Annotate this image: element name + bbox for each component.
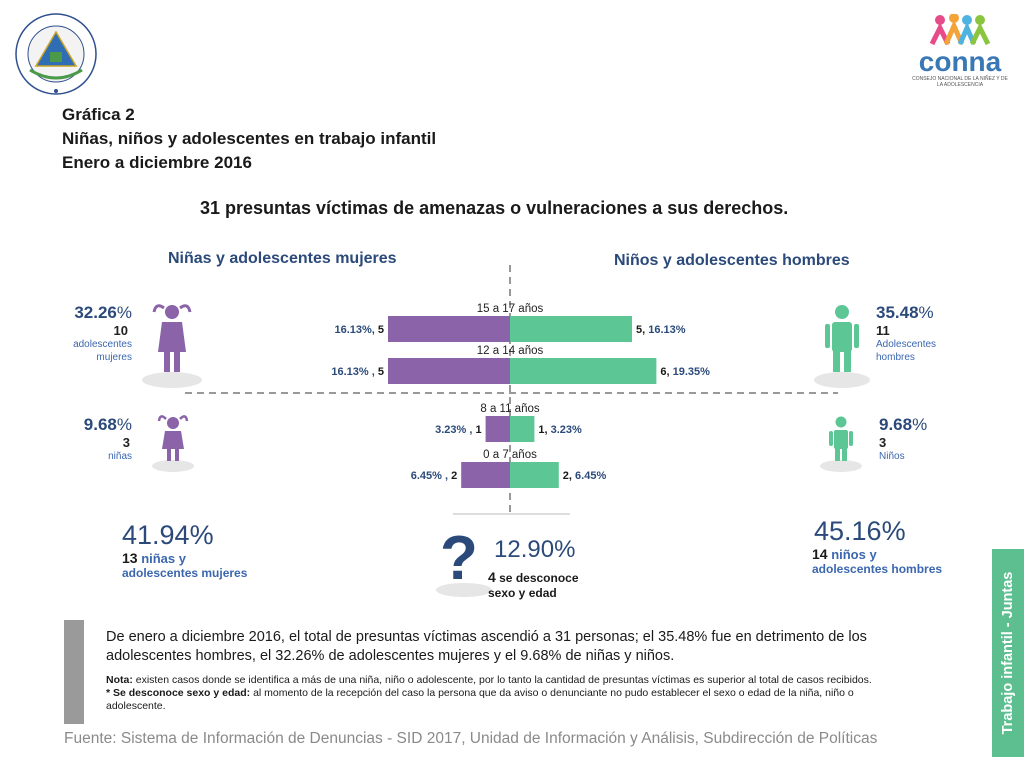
female-bar [388, 316, 510, 342]
unknown-note-text: al momento de la recepción del caso la p… [106, 687, 854, 712]
female-total-pct: 41.94 [122, 520, 190, 550]
female-bar [388, 358, 510, 384]
male-bar-label: 6, 19.35% [660, 366, 710, 378]
male-bar [510, 462, 559, 488]
boy-adolescent-icon [812, 300, 872, 390]
female-bar-label: 16.13% , 5 [331, 366, 384, 378]
male-boys-stats: 9.68% 3 Niños [879, 415, 979, 463]
girl-adolescent-icon [140, 300, 204, 390]
unknown-total-count: 4 [488, 569, 496, 585]
age-category-label: 8 a 11 años [480, 403, 540, 415]
age-category-label: 0 a 7 años [483, 449, 537, 461]
girl-icon [150, 413, 196, 473]
note-block: Nota: existen casos donde se identifica … [106, 674, 916, 713]
female-girls-stats: 9.68% 3 niñas [40, 415, 132, 463]
conna-logo: conna CONSEJO NACIONAL DE LA NIÑEZ Y DE … [910, 13, 1010, 90]
note-label: Nota: [106, 674, 133, 686]
female-bar-label: 3.23% , 1 [435, 424, 481, 436]
male-bar [510, 416, 535, 442]
male-total-pct: 45.16 [814, 516, 882, 546]
male-adolescent-count: 11 [876, 323, 890, 338]
chart-label: Gráfica 2 [62, 105, 135, 124]
female-bar-label: 16.13%, 5 [334, 324, 384, 336]
male-boys-count: 3 [879, 435, 887, 450]
male-boys-pct: 9.68 [879, 415, 913, 434]
question-shadow [436, 583, 492, 597]
female-section-title: Niñas y adolescentes mujeres [168, 250, 397, 267]
female-adolescent-pct: 32.26 [74, 303, 117, 322]
female-total-count: 13 [122, 550, 138, 566]
chart-subject: Niñas, niños y adolescentes en trabajo i… [62, 129, 437, 148]
unknown-total-pct: 12.90 [494, 536, 555, 563]
male-total-count: 14 [812, 546, 828, 562]
age-category-label: 12 a 14 años [477, 345, 544, 357]
male-bar-label: 2, 6.45% [563, 470, 607, 482]
female-adolescent-count: 10 [113, 323, 128, 338]
chart-period: Enero a diciembre 2016 [62, 153, 252, 172]
female-total: 41.94% 13 niñas y adolescentes mujeres [122, 520, 248, 580]
source-line: Fuente: Sistema de Información de Denunc… [64, 730, 878, 747]
conna-logo-subtext: CONSEJO NACIONAL DE LA NIÑEZ Y DE LA ADO… [912, 76, 1008, 88]
side-tab: Trabajo infantil - Juntas [992, 549, 1024, 757]
female-girls-count: 3 [122, 435, 130, 450]
side-tab-label: Trabajo infantil - Juntas [1000, 571, 1016, 735]
boy-icon [818, 413, 864, 473]
question-mark-icon: ? [440, 524, 478, 593]
female-adolescent-stats: 32.26% 10 adolescentes mujeres [40, 303, 132, 364]
female-girls-pct: 9.68 [83, 415, 117, 434]
male-bar [510, 316, 632, 342]
male-section-title: Niños y adolescentes hombres [614, 252, 850, 269]
male-bar-label: 5, 16.13% [636, 324, 686, 336]
male-total: 45.16% 14 niños y adolescentes hombres [812, 516, 943, 576]
male-bar [510, 358, 657, 384]
male-adolescent-stats: 35.48% 11 Adolescentes hombres [876, 303, 986, 364]
el-salvador-seal [14, 12, 98, 96]
summary-text: De enero a diciembre 2016, el total de p… [106, 629, 867, 664]
summary-accent-bar [64, 620, 84, 724]
female-bar [485, 416, 510, 442]
male-bar-label: 1, 3.23% [538, 424, 582, 436]
note-text: existen casos donde se identifica a más … [132, 674, 872, 686]
unknown-note-label: * Se desconoce sexo y edad: [106, 687, 251, 699]
conna-logo-text: conna [918, 46, 1002, 77]
headline: 31 presuntas víctimas de amenazas o vuln… [200, 198, 789, 218]
age-category-label: 15 a 17 años [477, 303, 544, 315]
female-bar [461, 462, 510, 488]
male-adolescent-pct: 35.48 [876, 303, 919, 322]
female-bar-label: 6.45% , 2 [411, 470, 457, 482]
